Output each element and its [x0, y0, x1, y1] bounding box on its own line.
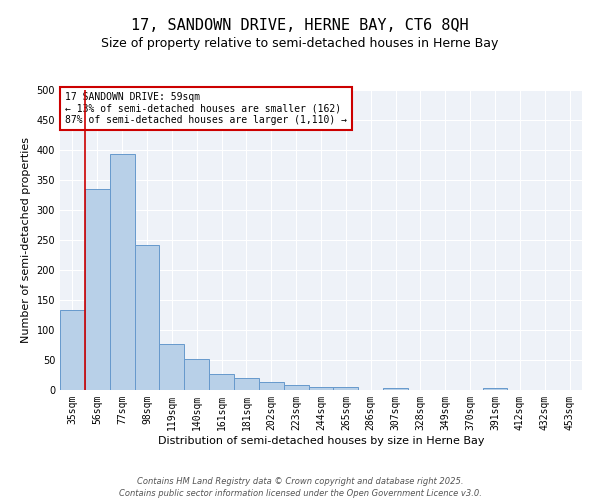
- Bar: [184, 359, 209, 390]
- Text: 17 SANDOWN DRIVE: 59sqm
← 13% of semi-detached houses are smaller (162)
87% of s: 17 SANDOWN DRIVE: 59sqm ← 13% of semi-de…: [65, 92, 347, 124]
- Bar: [160, 344, 184, 390]
- Text: 17, SANDOWN DRIVE, HERNE BAY, CT6 8QH: 17, SANDOWN DRIVE, HERNE BAY, CT6 8QH: [131, 18, 469, 32]
- Bar: [209, 374, 234, 390]
- Bar: [85, 189, 110, 390]
- Bar: [284, 385, 308, 390]
- X-axis label: Distribution of semi-detached houses by size in Herne Bay: Distribution of semi-detached houses by …: [158, 436, 484, 446]
- Bar: [259, 382, 284, 390]
- Bar: [134, 246, 160, 390]
- Y-axis label: Number of semi-detached properties: Number of semi-detached properties: [21, 137, 31, 343]
- Text: Contains HM Land Registry data © Crown copyright and database right 2025.
Contai: Contains HM Land Registry data © Crown c…: [119, 476, 481, 498]
- Bar: [110, 154, 134, 390]
- Bar: [308, 387, 334, 390]
- Bar: [334, 387, 358, 390]
- Bar: [383, 388, 408, 390]
- Bar: [482, 388, 508, 390]
- Text: Size of property relative to semi-detached houses in Herne Bay: Size of property relative to semi-detach…: [101, 38, 499, 51]
- Bar: [234, 378, 259, 390]
- Bar: [60, 310, 85, 390]
